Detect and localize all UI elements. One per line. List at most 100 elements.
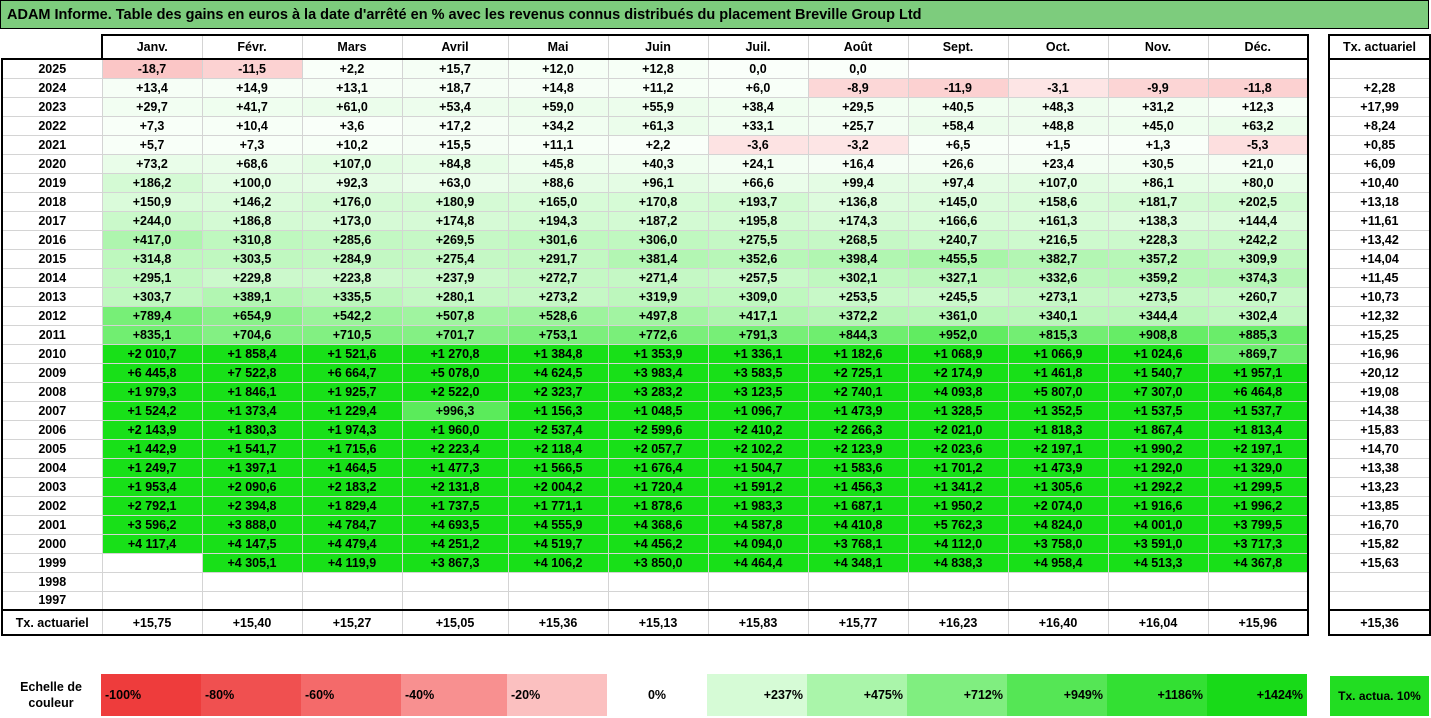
value-cell: +4 348,1 [807,552,909,573]
year-cell: 2023 [1,96,103,117]
value-cell: +2 410,2 [707,419,809,440]
value-cell: +528,6 [507,305,609,326]
value-cell: +1 397,1 [201,457,303,478]
year-cell: 2019 [1,172,103,193]
year-cell: 2014 [1,267,103,288]
value-cell: +306,0 [607,229,709,250]
actuarial-rate-cell [1328,571,1431,592]
value-cell [101,552,203,573]
value-cell: +2 537,4 [507,419,609,440]
value-cell: +4 368,6 [607,514,709,535]
footer-value: +15,13 [607,609,709,636]
value-cell: +13,1 [301,77,403,98]
value-cell: +138,3 [1107,210,1209,231]
value-cell: +4 410,8 [807,514,909,535]
value-cell: +223,8 [301,267,403,288]
month-header: Oct. [1007,34,1109,60]
value-cell: +158,6 [1007,191,1109,212]
scale-swatch: -20% [507,674,607,716]
actuarial-rate-cell: +13,23 [1328,476,1431,497]
value-cell: +507,8 [401,305,509,326]
value-cell: +1 504,7 [707,457,809,478]
side-row: +13,42 [1328,229,1431,250]
actuarial-rate-cell: +16,70 [1328,514,1431,535]
value-cell: +6 464,8 [1207,381,1309,402]
value-cell: +202,5 [1207,191,1309,212]
table-row: 2025 -18,7 -11,5 +2,2 +15,7 +12,0 +12,8 0,0 0,0 [1,58,1309,79]
table-row: 2012 +789,4 +654,9 +542,2 +507,8 +528,6 +497,8… [1,305,1309,326]
value-cell: +16,4 [807,153,909,174]
value-cell: +1 048,5 [607,400,709,421]
value-cell: +245,5 [907,286,1009,307]
value-cell: +791,3 [707,324,809,345]
value-cell: +187,2 [607,210,709,231]
value-cell [907,590,1009,611]
value-cell: +40,3 [607,153,709,174]
value-cell: +2 725,1 [807,362,909,383]
footer-label: Tx. actuariel [1,609,103,636]
value-cell: +12,0 [507,58,609,79]
table-row: 2024 +13,4 +14,9 +13,1 +18,7 +14,8 +11,2 +6,0 -8… [1,77,1309,98]
value-cell: +3 123,5 [707,381,809,402]
year-cell: 2006 [1,419,103,440]
value-cell: +1 068,9 [907,343,1009,364]
value-cell [907,571,1009,592]
value-cell: +654,9 [201,305,303,326]
value-cell: +1,3 [1107,134,1209,155]
value-cell: +11,1 [507,134,609,155]
side-row: +17,99 [1328,96,1431,117]
value-cell: +389,1 [201,286,303,307]
value-cell [807,590,909,611]
value-cell: +4 519,7 [507,533,609,554]
value-cell [1207,58,1309,79]
value-cell: +107,0 [1007,172,1109,193]
value-cell: +6 664,7 [301,362,403,383]
value-cell: +1 996,2 [1207,495,1309,516]
value-cell: +18,7 [401,77,509,98]
value-cell: +319,9 [607,286,709,307]
value-cell: +99,4 [807,172,909,193]
year-cell: 2009 [1,362,103,383]
side-row: +14,04 [1328,248,1431,269]
table-row: 2022 +7,3 +10,4 +3,6 +17,2 +34,2 +61,3 +33,1 +25… [1,115,1309,136]
value-cell: +173,0 [301,210,403,231]
value-cell: -3,1 [1007,77,1109,98]
side-row: +14,70 [1328,438,1431,459]
value-cell: +1 477,3 [401,457,509,478]
value-cell: +161,3 [1007,210,1109,231]
month-header: Janv. [101,34,203,60]
value-cell: +4 555,9 [507,514,609,535]
value-cell: +170,8 [607,191,709,212]
value-cell: +84,8 [401,153,509,174]
year-cell: 2011 [1,324,103,345]
value-cell: +310,8 [201,229,303,250]
footer-value: +15,96 [1207,609,1309,636]
value-cell: +31,2 [1107,96,1209,117]
value-cell [607,590,709,611]
table-row: 2008 +1 979,3 +1 846,1 +1 925,7 +2 522,0 +2 3… [1,381,1309,402]
value-cell: +4 464,4 [707,552,809,573]
value-cell: +417,1 [707,305,809,326]
year-cell: 2001 [1,514,103,535]
value-cell: +180,9 [401,191,509,212]
value-cell: +417,0 [101,229,203,250]
side-row: +15,83 [1328,419,1431,440]
value-cell [401,571,509,592]
value-cell: +2,2 [607,134,709,155]
value-cell: +1 299,5 [1207,476,1309,497]
scale-swatch: +949% [1007,674,1107,716]
scale-label: Echelle de couleur [20,680,82,710]
value-cell: +372,2 [807,305,909,326]
table-row: 2023 +29,7 +41,7 +61,0 +53,4 +59,0 +55,9 +38,4 +… [1,96,1309,117]
value-cell: +1 156,3 [507,400,609,421]
year-cell: 2005 [1,438,103,459]
side-row: +11,61 [1328,210,1431,231]
value-cell: +5 807,0 [1007,381,1109,402]
side-row [1328,58,1431,79]
actuarial-rate-cell: +14,38 [1328,400,1431,421]
value-cell: +86,1 [1107,172,1209,193]
value-cell: +1 878,6 [607,495,709,516]
value-cell: +1 676,4 [607,457,709,478]
footer-value: +15,77 [807,609,909,636]
value-cell: +1 846,1 [201,381,303,402]
